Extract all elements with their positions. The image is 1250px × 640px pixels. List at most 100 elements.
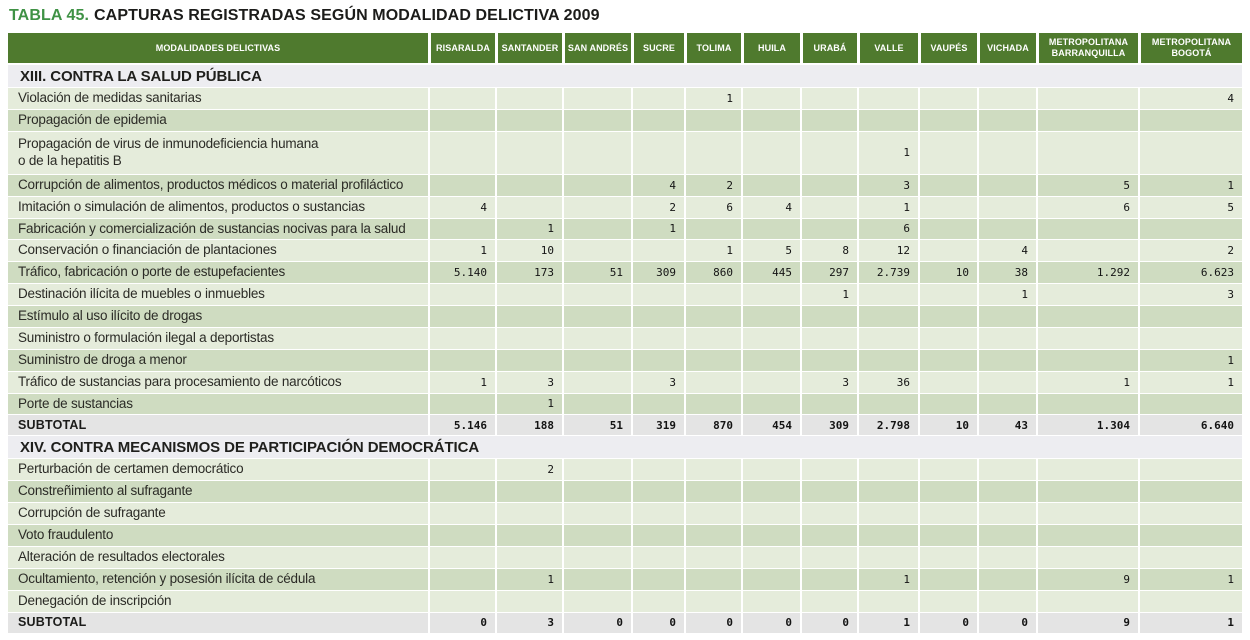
value-cell — [1138, 393, 1242, 415]
column-header: URABÁ — [800, 33, 857, 63]
value-cell — [857, 327, 918, 349]
value-cell — [428, 88, 495, 109]
section-header-row: XIII. CONTRA LA SALUD PÚBLICA — [8, 65, 1242, 88]
value-cell: 6 — [857, 218, 918, 240]
value-cell: 1 — [1138, 349, 1242, 371]
value-cell: 12 — [857, 240, 918, 262]
row-label: Fabricación y comercialización de sustan… — [18, 220, 406, 236]
value-cell — [977, 568, 1036, 590]
value-cell — [562, 481, 631, 503]
value-cell: 1 — [857, 131, 918, 174]
table-row: Voto fraudulento — [8, 525, 1242, 547]
value-cell — [977, 131, 1036, 174]
value-cell — [428, 218, 495, 240]
value-cell — [428, 503, 495, 524]
value-cell — [800, 481, 857, 503]
table-row: Corrupción de alimentos, productos médic… — [8, 174, 1242, 197]
subtotal-value: 319 — [631, 415, 684, 436]
value-cell — [918, 88, 977, 109]
value-cell: 297 — [800, 262, 857, 284]
table-row: Denegación de inscripción — [8, 590, 1242, 613]
value-cell — [741, 590, 800, 612]
value-cell — [857, 284, 918, 305]
value-cell — [857, 88, 918, 109]
value-cell: 2 — [684, 174, 741, 196]
value-cell — [684, 590, 741, 612]
value-cell — [1036, 284, 1138, 305]
value-cell — [562, 459, 631, 481]
value-cell — [977, 306, 1036, 327]
value-cell — [918, 174, 977, 196]
value-cell — [800, 393, 857, 415]
column-header: METROPOLITANA BARRANQUILLA — [1036, 33, 1138, 63]
value-cell — [631, 88, 684, 109]
subtotal-value: 309 — [800, 415, 857, 436]
value-cell — [1138, 109, 1242, 131]
value-cell — [857, 306, 918, 327]
value-cell — [631, 131, 684, 174]
table-row: Porte de sustancias 1 — [8, 393, 1242, 416]
row-label: Corrupción de sufragante — [18, 505, 166, 521]
value-cell: 1 — [1138, 174, 1242, 196]
value-cell — [1036, 88, 1138, 109]
value-cell: 3 — [857, 174, 918, 196]
value-cell — [918, 218, 977, 240]
value-cell — [495, 503, 562, 524]
value-cell — [857, 525, 918, 546]
value-cell — [562, 174, 631, 196]
value-cell: 5 — [1036, 174, 1138, 196]
value-cell — [800, 503, 857, 524]
value-cell — [741, 546, 800, 568]
value-cell — [428, 109, 495, 131]
value-cell — [495, 349, 562, 371]
value-cell — [684, 284, 741, 305]
value-cell: 1 — [684, 240, 741, 262]
value-cell — [1036, 459, 1138, 481]
value-cell: 10 — [918, 262, 977, 284]
value-cell — [562, 327, 631, 349]
value-cell — [428, 568, 495, 590]
table-row: Imitación o simulación de alimentos, pro… — [8, 196, 1242, 219]
value-cell — [977, 371, 1036, 393]
value-cell — [977, 196, 1036, 218]
subtotal-value: 1 — [1138, 612, 1242, 633]
value-cell: 309 — [631, 262, 684, 284]
row-label: Conservación o financiación de plantacio… — [18, 242, 277, 258]
row-label: Propagación de virus de inmunodeficienci… — [18, 135, 319, 168]
value-cell: 173 — [495, 262, 562, 284]
value-cell: 1 — [1036, 371, 1138, 393]
value-cell — [857, 459, 918, 481]
value-cell — [428, 546, 495, 568]
value-cell — [977, 459, 1036, 481]
section-heading: XIII. CONTRA LA SALUD PÚBLICA — [20, 67, 262, 85]
value-cell — [1036, 393, 1138, 415]
value-cell — [684, 327, 741, 349]
table-body: XIII. CONTRA LA SALUD PÚBLICA Violación d… — [8, 65, 1242, 634]
value-cell — [562, 349, 631, 371]
value-cell — [1138, 546, 1242, 568]
subtotal-value: 43 — [977, 415, 1036, 436]
value-cell — [684, 131, 741, 174]
table-row: Ocultamiento, retención y posesión ilíci… — [8, 568, 1242, 591]
value-cell — [977, 393, 1036, 415]
value-cell — [684, 306, 741, 327]
value-cell — [800, 196, 857, 218]
value-cell — [428, 481, 495, 503]
value-cell — [741, 568, 800, 590]
value-cell — [977, 546, 1036, 568]
subtotal-value: 0 — [684, 612, 741, 633]
value-cell — [562, 196, 631, 218]
table-row: Destinación ilícita de muebles o inmuebl… — [8, 284, 1242, 306]
subtotal-label: SUBTOTAL — [18, 417, 87, 432]
value-cell — [631, 525, 684, 546]
value-cell: 1 — [857, 196, 918, 218]
value-cell: 3 — [495, 371, 562, 393]
value-cell — [918, 371, 977, 393]
value-cell: 6.623 — [1138, 262, 1242, 284]
table-number-label: TABLA 45. — [9, 7, 90, 24]
value-cell — [1036, 109, 1138, 131]
value-cell — [562, 109, 631, 131]
value-cell — [428, 349, 495, 371]
value-cell — [857, 546, 918, 568]
